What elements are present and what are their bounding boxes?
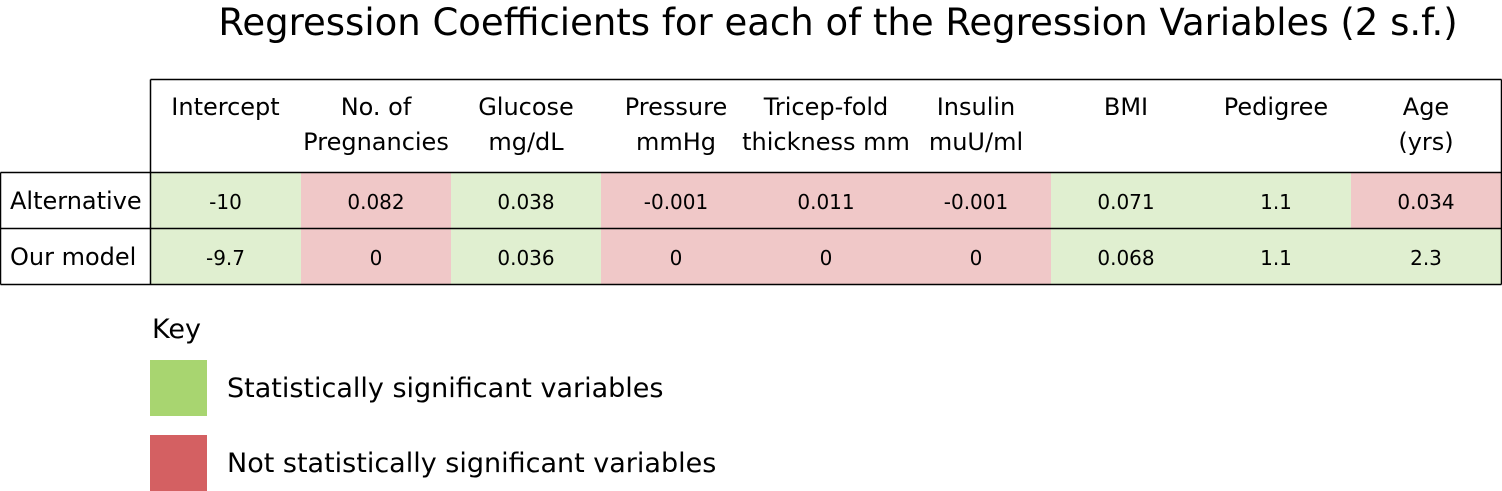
cell-value-r0-c4: 0.011 xyxy=(797,190,854,214)
column-header-4: Tricep-fold thickness mm xyxy=(742,93,910,156)
cell-value-r1-c4: 0 xyxy=(820,246,833,270)
column-header-7: Pedigree xyxy=(1224,93,1328,121)
cell-bg-r0-c1 xyxy=(301,172,451,228)
cell-value-r1-c1: 0 xyxy=(370,246,383,270)
column-header-8: Age (yrs) xyxy=(1398,93,1453,156)
cell-bg-r1-c3 xyxy=(601,228,751,284)
key-item-significant: Statistically significant variables xyxy=(150,360,663,416)
cell-value-r1-c5: 0 xyxy=(970,246,983,270)
cell-value-r0-c0: -10 xyxy=(209,190,242,214)
key-label-significant: Statistically significant variables xyxy=(227,372,664,404)
cell-bg-r1-c4 xyxy=(751,228,901,284)
cell-value-r1-c6: 0.068 xyxy=(1097,246,1154,270)
key-swatch-significant xyxy=(150,360,207,416)
regression-table: Intercept No. of Pregnancies Glucose mg/dL Pr… xyxy=(0,78,1502,286)
column-header-5: Insulin muU/ml xyxy=(929,93,1023,156)
cell-bg-r0-c3 xyxy=(601,172,751,228)
key-item-not-significant: Not statistically significant variables xyxy=(150,435,716,491)
cell-value-r1-c0: -9.7 xyxy=(206,246,245,270)
key-title: Key xyxy=(152,314,201,345)
cell-value-r0-c6: 0.071 xyxy=(1097,190,1154,214)
key-label-not-significant: Not statistically significant variables xyxy=(227,447,717,479)
cell-value-r1-c8: 2.3 xyxy=(1410,246,1442,270)
cell-bg-r1-c6 xyxy=(1051,228,1201,284)
cell-value-r0-c3: -0.001 xyxy=(644,190,708,214)
cell-bg-r0-c5 xyxy=(901,172,1051,228)
cell-bg-r1-c7 xyxy=(1201,228,1351,284)
cell-value-r1-c7: 1.1 xyxy=(1260,246,1292,270)
column-header-1: No. of Pregnancies xyxy=(303,93,449,156)
cell-value-r0-c2: 0.038 xyxy=(497,190,554,214)
cell-bg-r1-c1 xyxy=(301,228,451,284)
cell-bg-r0-c2 xyxy=(451,172,601,228)
cell-bg-r1-c5 xyxy=(901,228,1051,284)
cell-value-r1-c2: 0.036 xyxy=(497,246,554,270)
cell-bg-r0-c7 xyxy=(1201,172,1351,228)
cell-bg-r0-c8 xyxy=(1351,172,1501,228)
key-swatch-not-significant xyxy=(150,435,207,491)
cell-value-r0-c7: 1.1 xyxy=(1260,190,1292,214)
cell-bg-r1-c0 xyxy=(150,228,301,284)
chart-title: Regression Coefficients for each of the … xyxy=(218,1,1458,44)
column-header-6: BMI xyxy=(1104,93,1148,121)
cell-bg-r0-c6 xyxy=(1051,172,1201,228)
cell-value-r0-c1: 0.082 xyxy=(347,190,404,214)
column-header-0: Intercept xyxy=(171,93,279,121)
column-header-3: Pressure mmHg xyxy=(625,93,727,156)
cell-bg-r1-c2 xyxy=(451,228,601,284)
cell-value-r0-c8: 0.034 xyxy=(1397,190,1454,214)
cell-value-r1-c3: 0 xyxy=(670,246,683,270)
cell-bg-r0-c0 xyxy=(150,172,301,228)
column-header-2: Glucose mg/dL xyxy=(478,93,574,156)
cell-bg-r0-c4 xyxy=(751,172,901,228)
cell-bg-r1-c8 xyxy=(1351,228,1501,284)
row-label-1: Our model xyxy=(10,243,136,271)
cell-value-r0-c5: -0.001 xyxy=(944,190,1008,214)
row-label-0: Alternative xyxy=(10,187,142,215)
